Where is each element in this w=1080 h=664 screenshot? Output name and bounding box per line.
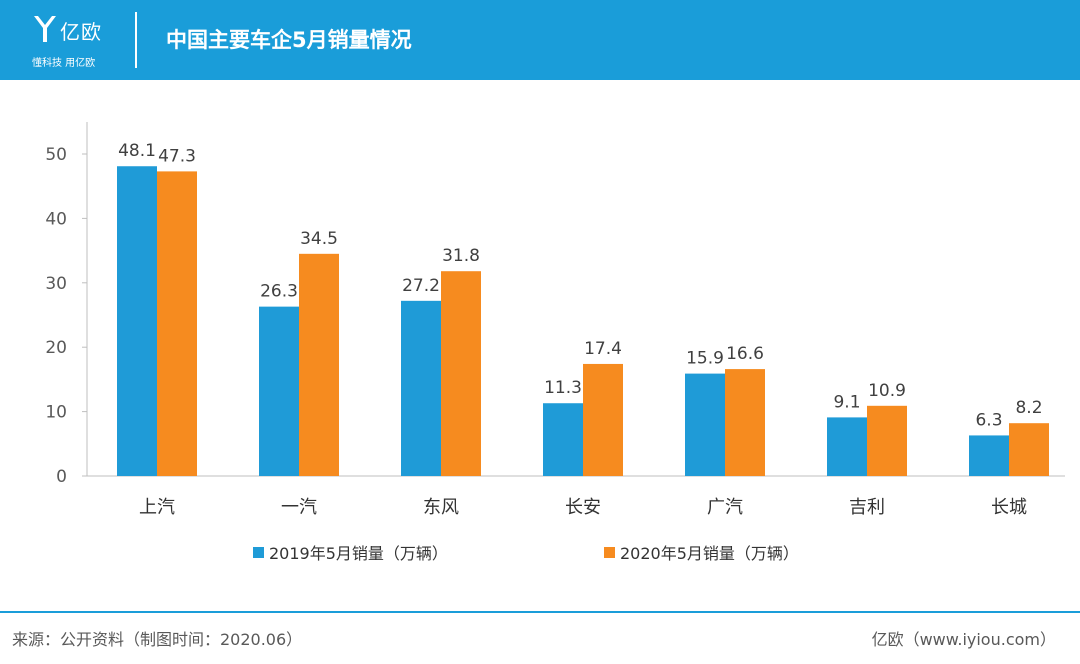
legend-label-2020: 2020年5月销量（万辆）	[620, 544, 799, 563]
bar-2020	[299, 253, 339, 476]
legend-item-2020: 2020年5月销量（万辆）	[604, 540, 799, 564]
data-label-2020: 17.4	[584, 339, 622, 359]
bar-2019	[969, 435, 1009, 476]
logo-slogan: 懂科技 用亿欧	[32, 58, 96, 69]
bar-2019	[827, 417, 867, 476]
header-divider	[135, 12, 137, 68]
legend-label-2019: 2019年5月销量（万辆）	[269, 544, 448, 563]
x-tick-label: 上汽	[139, 497, 175, 518]
data-label-2019: 48.1	[118, 141, 156, 161]
data-label-2019: 9.1	[833, 392, 860, 412]
x-tick-label: 长安	[565, 497, 601, 518]
data-label-2020: 34.5	[300, 229, 338, 249]
bar-2019	[259, 306, 299, 476]
legend-swatch-2019	[253, 546, 264, 558]
data-label-2019: 11.3	[544, 378, 582, 398]
bar-2019	[685, 373, 725, 476]
y-tick-label: 50	[45, 145, 67, 165]
x-tick-label: 吉利	[849, 497, 885, 518]
footer-source: 来源：公开资料（制图时间：2020.06）	[12, 630, 303, 649]
x-tick-label: 东风	[423, 497, 459, 518]
data-label-2019: 15.9	[686, 349, 724, 369]
bar-2020	[441, 271, 481, 476]
bar-2019	[543, 403, 583, 476]
data-label-2019: 6.3	[975, 410, 1002, 430]
footer-divider	[0, 611, 1080, 613]
x-tick-label: 一汽	[281, 497, 317, 518]
page-title: 中国主要车企5月销量情况	[166, 28, 412, 52]
bar-2020	[725, 369, 765, 476]
data-label-2020: 47.3	[158, 146, 196, 166]
bar-2020	[157, 171, 197, 476]
data-label-2019: 27.2	[402, 276, 440, 296]
x-tick-label: 长城	[991, 497, 1027, 518]
logo[interactable]: 亿欧 懂科技 用亿欧	[28, 10, 138, 70]
data-label-2019: 26.3	[260, 282, 298, 302]
bar-2019	[401, 300, 441, 476]
data-label-2020: 8.2	[1015, 398, 1042, 418]
data-label-2020: 10.9	[868, 381, 906, 401]
footer-brand: 亿欧（www.iyiou.com）	[871, 630, 1056, 649]
y-tick-label: 20	[45, 338, 67, 358]
data-label-2020: 16.6	[726, 344, 764, 364]
legend-swatch-2020	[604, 546, 615, 558]
bar-2020	[867, 405, 907, 476]
bar-2020	[583, 363, 623, 476]
y-tick-label: 30	[45, 274, 67, 294]
y-tick-label: 10	[45, 403, 67, 423]
y-tick-label: 40	[45, 209, 67, 229]
bar-2020	[1009, 423, 1049, 476]
bar-chart: 0 10 20 30 40 50 48.1 47.3 上汽 26.3 34.5 一汽 27.231.8 东…	[45, 122, 1065, 518]
logo-y-icon	[34, 16, 56, 42]
x-tick-label: 广汽	[707, 497, 743, 518]
legend-item-2019: 2019年5月销量（万辆）	[253, 540, 448, 564]
y-tick-label: 0	[56, 467, 67, 487]
bar-2019	[117, 166, 157, 476]
logo-name: 亿欧	[60, 20, 102, 44]
header-bar: 亿欧 懂科技 用亿欧 中国主要车企5月销量情况	[0, 0, 1080, 80]
data-label-2020: 31.8	[442, 246, 480, 266]
